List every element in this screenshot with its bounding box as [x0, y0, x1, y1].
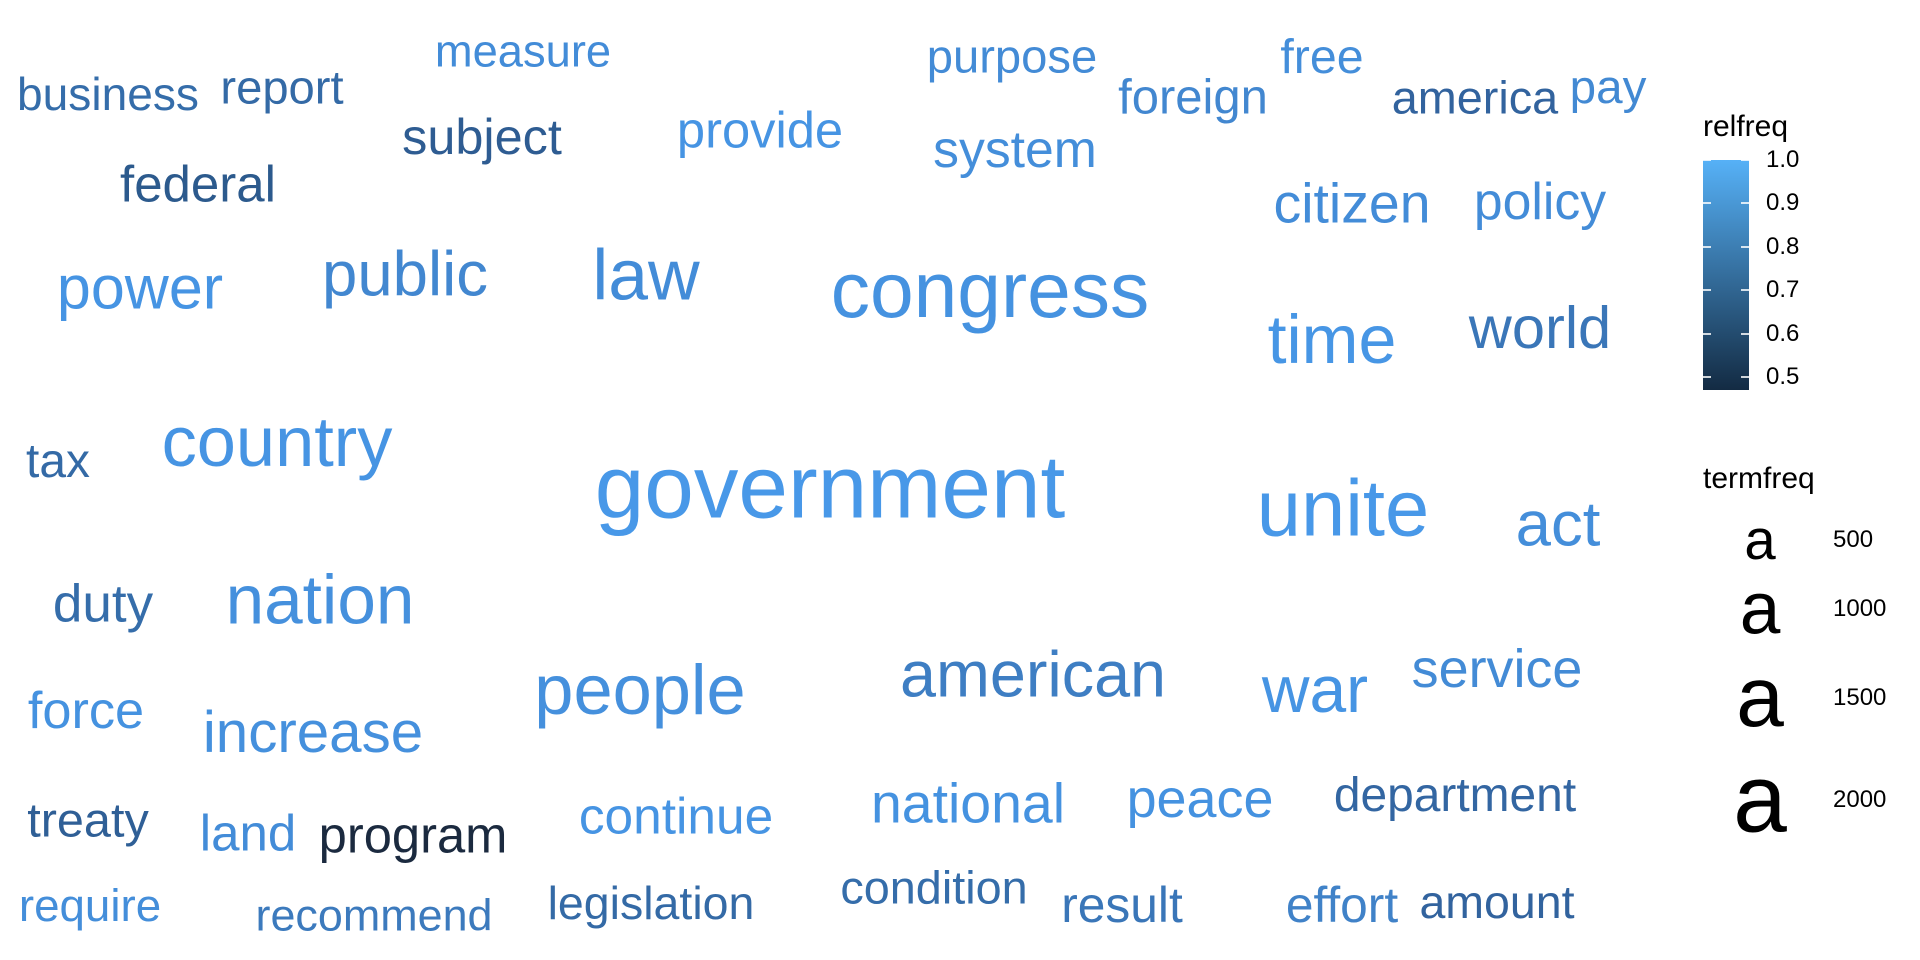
word-congress: congress [830, 245, 1150, 334]
word-report: report [220, 61, 344, 115]
word-law: law [592, 235, 700, 316]
word-subject: subject [402, 107, 562, 165]
word-power: power [56, 253, 224, 322]
word-system: system [933, 120, 1097, 179]
color-legend-tick: 0.7 [1766, 276, 1800, 304]
word-act: act [1515, 489, 1601, 560]
color-legend-tick-mark [1741, 332, 1749, 335]
word-business: business [17, 67, 199, 120]
word-america: america [1391, 71, 1559, 124]
word-provide: provide [676, 101, 844, 159]
color-legend-bar [1703, 160, 1749, 390]
size-legend-label: 1000 [1833, 595, 1887, 622]
word-measure: measure [434, 25, 612, 77]
color-legend-tick-mark [1703, 202, 1711, 205]
size-legend-label: 500 [1833, 526, 1874, 553]
size-legend-glyph: a [1736, 649, 1784, 746]
word-condition: condition [840, 861, 1028, 914]
word-unite: unite [1256, 463, 1430, 553]
word-legislation: legislation [547, 876, 755, 929]
color-legend-tick-mark [1703, 375, 1711, 378]
word-people: people [534, 649, 746, 729]
color-legend-tick: 0.8 [1766, 232, 1800, 260]
word-tax: tax [26, 435, 90, 489]
color-legend-tick-mark [1741, 159, 1749, 161]
word-result: result [1061, 877, 1183, 934]
word-peace: peace [1126, 769, 1274, 830]
word-amount: amount [1419, 875, 1575, 928]
word-war: war [1261, 652, 1369, 727]
word-citizen: citizen [1273, 172, 1431, 235]
color-legend-title: relfreq [1703, 110, 1789, 143]
size-legend-glyph: a [1744, 507, 1776, 571]
color-legend-tick-mark [1741, 245, 1749, 248]
word-land: land [199, 804, 297, 862]
word-purpose: purpose [926, 30, 1098, 84]
word-foreign: foreign [1118, 70, 1268, 125]
size-legend-glyph: a [1739, 568, 1781, 650]
size-legend-label: 2000 [1833, 786, 1887, 813]
color-legend-tick-mark [1741, 375, 1749, 378]
size-legend-title: termfreq [1703, 462, 1815, 495]
word-public: public [322, 239, 488, 310]
size-legend-glyph: a [1733, 745, 1787, 853]
word-program: program [318, 806, 508, 864]
word-federal: federal [120, 155, 276, 213]
color-legend-tick: 1.0 [1766, 146, 1800, 173]
color-legend-tick-mark [1703, 332, 1711, 335]
size-legend-label: 1500 [1833, 684, 1887, 711]
color-legend-tick-mark [1741, 289, 1749, 292]
word-recommend: recommend [255, 889, 493, 941]
word-country: country [161, 401, 393, 481]
word-pay: pay [1569, 61, 1647, 115]
word-world: world [1468, 294, 1612, 362]
color-legend-tick: 0.6 [1766, 319, 1800, 347]
word-national: national [870, 772, 1066, 835]
word-policy: policy [1473, 172, 1607, 231]
color-legend-tick-mark [1703, 289, 1711, 292]
word-increase: increase [202, 699, 424, 765]
word-duty: duty [52, 574, 154, 634]
word-government: government [594, 436, 1066, 537]
word-time: time [1267, 301, 1397, 378]
word-continue: continue [578, 786, 774, 845]
color-legend-tick-mark [1741, 202, 1749, 205]
word-american: american [899, 637, 1167, 711]
word-effort: effort [1285, 877, 1399, 934]
word-force: force [27, 681, 145, 740]
word-require: require [18, 880, 162, 932]
color-legend-tick: 0.5 [1766, 362, 1800, 390]
color-legend-tick-mark [1703, 245, 1711, 248]
word-treaty: treaty [27, 793, 149, 848]
word-department: department [1333, 769, 1577, 823]
word-nation: nation [225, 560, 415, 639]
word-free: free [1280, 29, 1364, 84]
color-legend-tick-mark [1703, 159, 1711, 161]
color-legend-tick: 0.9 [1766, 189, 1800, 217]
word-service: service [1411, 639, 1583, 700]
